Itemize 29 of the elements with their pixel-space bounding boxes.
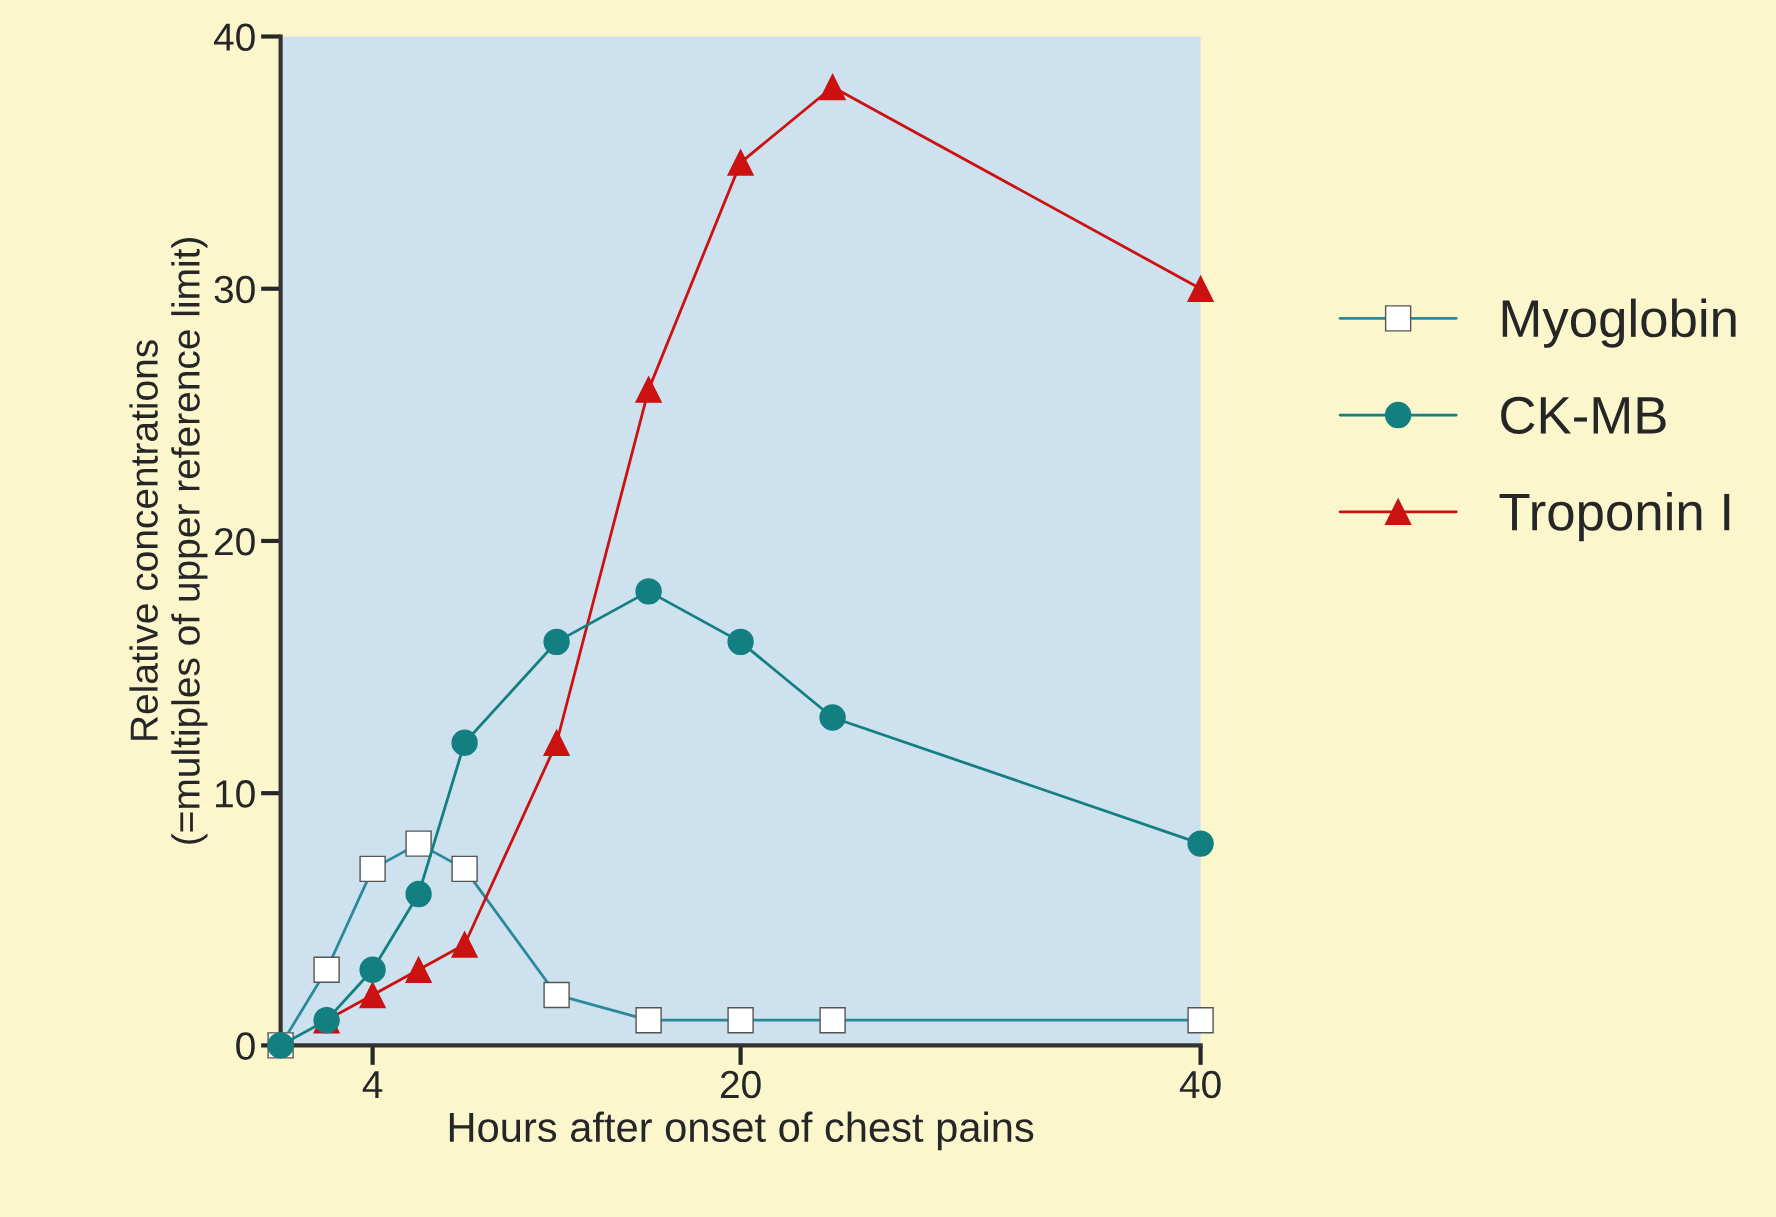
point bbox=[819, 73, 846, 101]
y-tick-label: 40 bbox=[213, 23, 255, 51]
point bbox=[451, 729, 478, 756]
x-tick-label: 20 bbox=[720, 1070, 761, 1099]
point bbox=[359, 981, 386, 1009]
y-tick-label: 0 bbox=[236, 1032, 255, 1060]
y-tick-label: 30 bbox=[214, 275, 255, 304]
x-tick-label: 4 bbox=[362, 1071, 383, 1098]
point bbox=[727, 628, 754, 656]
legend-label: Troponin I bbox=[1499, 491, 1730, 542]
y-axis-title: Relative concentrations (=multiples of upper reference limit) bbox=[129, 238, 208, 844]
point bbox=[635, 376, 662, 403]
point bbox=[359, 956, 386, 983]
point bbox=[543, 729, 570, 756]
point bbox=[405, 956, 432, 983]
point bbox=[451, 931, 478, 958]
point bbox=[543, 628, 570, 656]
legend-label: Myoglobin bbox=[1502, 298, 1736, 348]
point bbox=[635, 578, 662, 605]
point bbox=[1187, 830, 1214, 857]
legend-label: CK-MB bbox=[1501, 396, 1666, 435]
point bbox=[727, 149, 754, 176]
x-tick-label: 40 bbox=[1179, 1070, 1221, 1099]
y-tick-label: 20 bbox=[215, 527, 255, 556]
point bbox=[819, 704, 846, 731]
point bbox=[1187, 275, 1214, 302]
y-tick-label: 10 bbox=[216, 780, 255, 808]
point bbox=[405, 880, 432, 908]
x-axis-title: Hours after onset of chest pains bbox=[449, 1111, 1034, 1151]
